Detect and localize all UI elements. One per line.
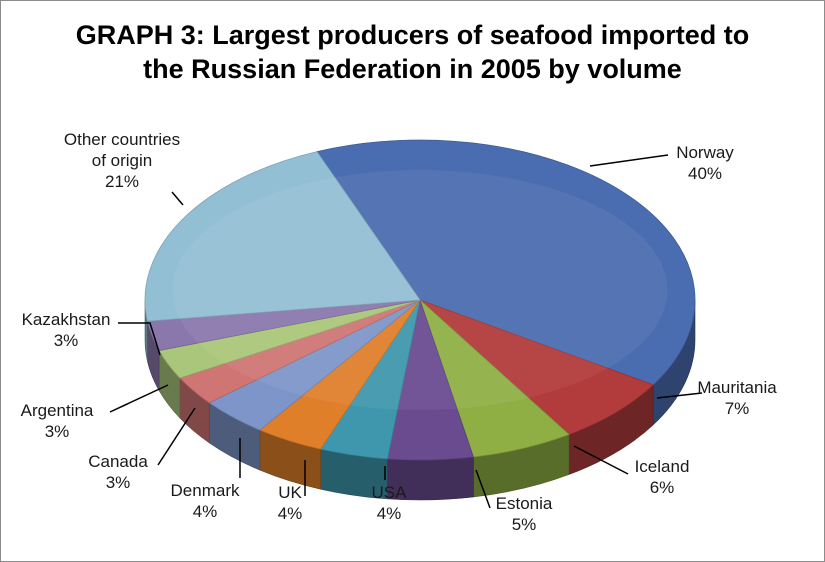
slice-other-countries-of-origin <box>144 151 421 322</box>
slice-norway <box>316 139 696 386</box>
leader-iceland <box>573 445 629 475</box>
label-uk: UK 4% <box>278 483 303 523</box>
pct-iceland: 6% <box>650 478 675 497</box>
leader-estonia <box>475 469 491 509</box>
label-kazakhstan: Kazakhstan 3% <box>22 310 111 350</box>
label-other-countries-of-origin: Other countries of origin 21% <box>64 130 180 191</box>
leader-mauritania <box>656 392 703 399</box>
label-argentina: Argentina 3% <box>21 401 94 441</box>
pct-canada: 3% <box>106 473 131 492</box>
pie-tops <box>144 139 696 461</box>
leader-norway <box>589 154 669 167</box>
pct-argentina: 3% <box>45 422 70 441</box>
label-iceland: Iceland 6% <box>635 457 690 497</box>
pct-norway: 40% <box>688 164 722 183</box>
chart-title: GRAPH 3: Largest producers of seafood im… <box>0 18 825 86</box>
leader-other-countries-of-origin <box>171 191 184 206</box>
slice-mauritania <box>419 299 654 435</box>
leader-canada <box>157 407 196 466</box>
leader-argentina <box>109 384 169 413</box>
label-denmark: Denmark 4% <box>171 481 240 521</box>
pct-uk: 4% <box>278 504 303 523</box>
pct-mauritania: 7% <box>725 399 750 418</box>
slice-labels: Norway 40% Mauritania 7%Iceland 6% Estonia 5% U… <box>21 130 778 534</box>
pct-denmark: 4% <box>193 502 218 521</box>
label-norway: Norway 40% <box>676 143 734 183</box>
label-canada: Canada 3% <box>88 452 148 492</box>
chart-title-line-2: the Russian Federation in 2005 by volume <box>143 54 682 84</box>
pct-estonia: 5% <box>512 515 537 534</box>
pct-usa: 4% <box>377 504 402 523</box>
chart-title-line-1: GRAPH 3: Largest producers of seafood im… <box>75 20 750 50</box>
label-mauritania: Mauritania 7% <box>697 378 777 418</box>
leader-lines <box>109 154 703 509</box>
pie-highlight <box>172 170 668 410</box>
label-usa: USA 4% <box>372 483 408 523</box>
pct-kazakhstan: 3% <box>54 331 79 350</box>
label-estonia: Estonia 5% <box>496 494 553 534</box>
pct-other-countries-of-origin: 21% <box>105 172 139 191</box>
leader-kazakhstan <box>118 322 161 356</box>
